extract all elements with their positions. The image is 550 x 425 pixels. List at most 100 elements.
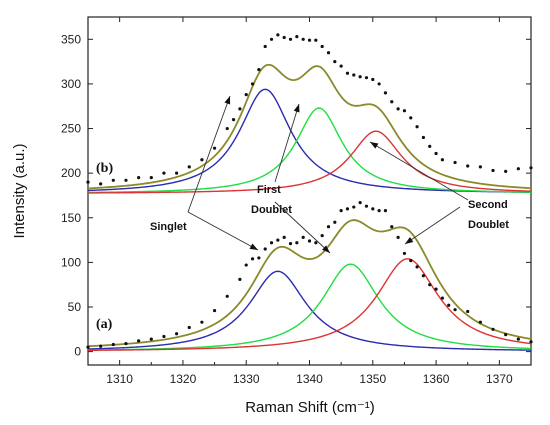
data-point-b (137, 176, 141, 180)
data-point-b (396, 107, 400, 111)
data-point-a (99, 344, 103, 348)
data-point-b (269, 37, 274, 41)
annotation-arrows (187, 95, 469, 254)
x-tick-label-1340: 1340 (296, 372, 323, 386)
data-point-b (238, 107, 242, 111)
data-point-a (269, 241, 274, 245)
data-point-b (187, 165, 191, 169)
y-tick-label-0: 0 (74, 345, 81, 359)
data-point-b (402, 109, 407, 113)
data-point-b (257, 68, 261, 72)
data-point-a (364, 204, 369, 208)
curve-fit-a (87, 219, 532, 348)
curve-fit-b (87, 63, 532, 190)
data-point-b (212, 146, 217, 150)
x-tick-label-1350: 1350 (359, 372, 386, 386)
data-point-a (478, 320, 482, 324)
x-tick-label-1320: 1320 (170, 372, 197, 386)
data-point-a (466, 309, 470, 314)
data-point-b (99, 182, 103, 186)
data-point-a (358, 201, 362, 205)
data-point-b (162, 171, 166, 175)
y-axis-title: Intensity (a.u.) (11, 143, 28, 238)
data-point-b (364, 76, 369, 80)
data-point-a (326, 225, 331, 229)
data-point-b (491, 168, 495, 173)
arrow-first-a-head (322, 245, 330, 253)
data-point-b (371, 77, 375, 82)
annotation-second-line1: Second (468, 199, 508, 211)
annotations: Singlet First Doublet Second Doublet (b)… (96, 161, 509, 332)
data-point-b (282, 35, 286, 40)
arrow-second-b-line (369, 141, 469, 201)
x-axis-title: Raman Shift (cm⁻¹) (245, 399, 375, 416)
data-point-b (421, 135, 426, 140)
data-point-a (238, 277, 242, 281)
curve-first_doublet-a (87, 263, 532, 351)
data-point-a (225, 294, 229, 298)
data-point-a (396, 235, 400, 239)
data-point-b (231, 118, 236, 122)
data-point-a (383, 209, 388, 213)
data-point-a (175, 332, 179, 336)
arrow-first-b-head (293, 104, 300, 113)
data-point-a (307, 239, 312, 243)
arrow-first-a-line (274, 201, 331, 254)
data-point-a (447, 303, 451, 307)
y-tick-label-250: 250 (61, 122, 81, 136)
data-point-b (111, 178, 115, 182)
data-point-a (339, 209, 343, 213)
data-point-a (314, 241, 318, 245)
data-point-b (295, 35, 299, 39)
arrow-singlet-a-head (249, 243, 258, 250)
plot-area: Singlet First Doublet Second Doublet (b)… (86, 16, 533, 366)
data-point-b (516, 167, 520, 171)
data-point-b (440, 158, 444, 162)
data-point-a (428, 283, 432, 287)
arrow-singlet-b-line (187, 95, 231, 213)
data-point-b (86, 180, 90, 184)
data-point-b (276, 33, 280, 37)
data-point-b (339, 64, 343, 68)
data-point-b (225, 126, 229, 131)
y-tick-label-100: 100 (61, 255, 81, 269)
data-point-a (371, 207, 375, 211)
x-axis: 1310 1320 1330 1340 1350 1360 1370 (87, 17, 532, 386)
arrow-second-b-head (370, 142, 379, 149)
annotation-singlet: Singlet (150, 221, 187, 233)
arrow-singlet-b-head (224, 96, 231, 105)
data-point-b (326, 51, 331, 55)
data-point-b (453, 160, 457, 165)
x-tick-label-1360: 1360 (423, 372, 450, 386)
data-point-a (390, 225, 394, 229)
data-point-b (301, 37, 305, 41)
data-point-a (421, 274, 426, 278)
data-point-b (504, 169, 508, 173)
data-point-b (124, 178, 128, 182)
curve-singlet-a (87, 270, 532, 351)
data-point-a (124, 341, 128, 346)
data-point-a (149, 337, 153, 341)
data-point-b (250, 82, 255, 86)
data-point-b (288, 37, 293, 41)
data-point-b (175, 171, 179, 175)
curve-second_doublet-b (87, 130, 532, 194)
data-point-b (314, 38, 318, 42)
data-point-a (301, 235, 305, 239)
data-point-a (377, 209, 381, 213)
data-points (86, 33, 533, 349)
data-point-a (257, 256, 261, 260)
data-point-a (333, 220, 337, 224)
data-point-a (288, 242, 293, 246)
data-point-a (440, 296, 444, 300)
annotation-first-line2: Doublet (251, 204, 292, 216)
data-point-b (149, 176, 153, 180)
data-point-a (263, 247, 267, 251)
data-point-a (137, 339, 141, 343)
data-point-a (352, 205, 356, 209)
data-point-b (358, 75, 362, 79)
data-point-b (333, 60, 337, 64)
curve-first_doublet-b (87, 107, 532, 194)
data-point-b (415, 125, 419, 129)
